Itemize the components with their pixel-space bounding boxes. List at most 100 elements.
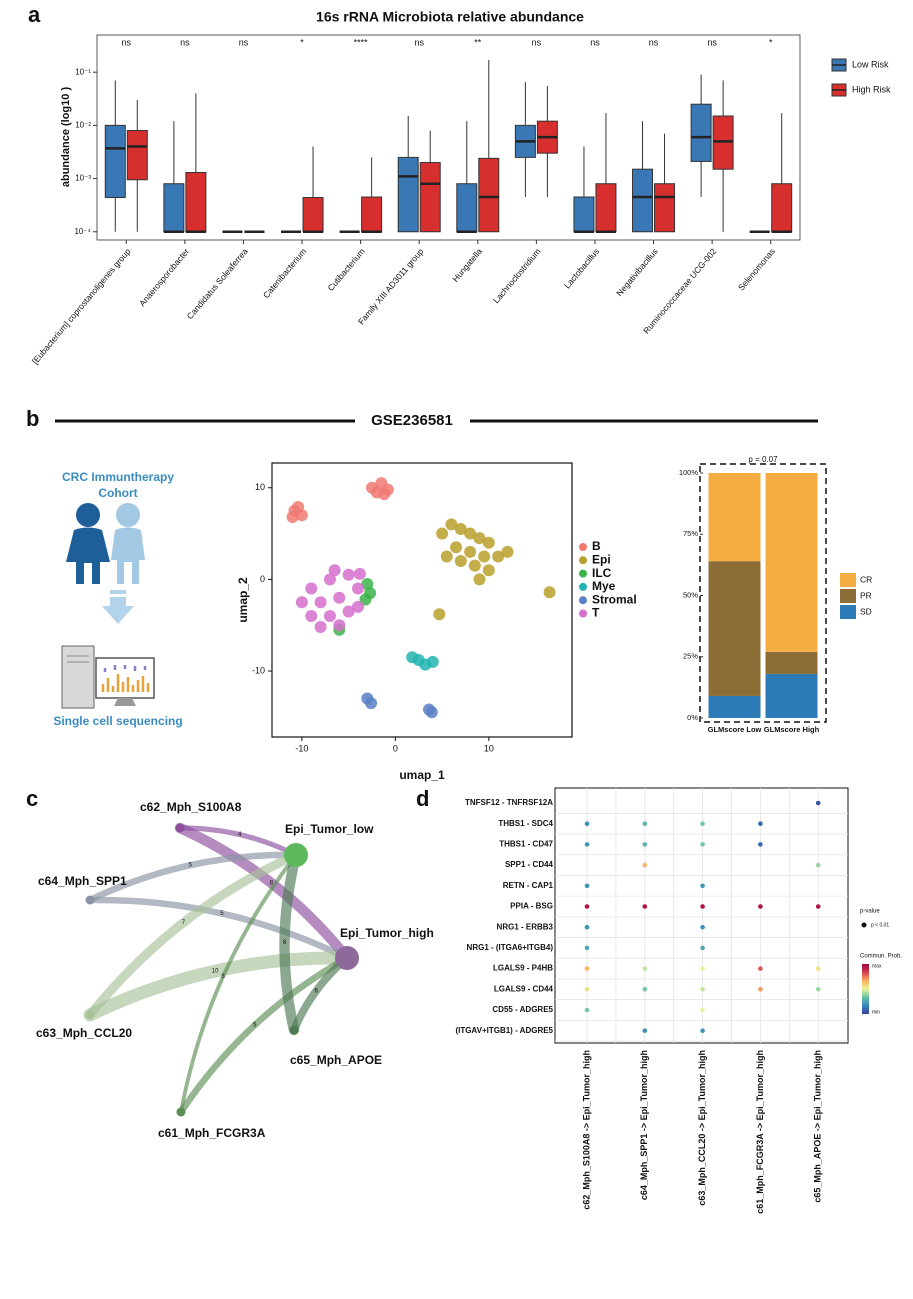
legend-swatch — [840, 589, 856, 603]
y-tick-label: THBS1 - CD47 — [499, 840, 553, 849]
box — [595, 183, 617, 233]
x-tick-label: c65_Mph_APOE -> Epi_Tumor_high — [813, 1050, 823, 1203]
x-tick-label: GLMscore Low — [708, 725, 762, 734]
y-tick-label: TNFSF12 - TNFRSF12A — [465, 798, 553, 807]
dot — [700, 1028, 705, 1033]
dot — [642, 987, 648, 992]
cell-point — [305, 582, 318, 595]
cell-point — [323, 610, 336, 623]
panel-label: d — [416, 786, 429, 811]
y-tick-label: LGALS9 - CD44 — [494, 984, 554, 993]
cell-point — [305, 610, 318, 623]
x-tick-label: 0 — [393, 743, 398, 753]
node — [289, 1025, 299, 1035]
box — [690, 103, 712, 162]
legend-label: T — [592, 606, 600, 620]
node-label: Epi_Tumor_high — [340, 926, 434, 940]
box — [361, 196, 383, 233]
legend-label: Epi — [592, 552, 611, 566]
x-tick-label: -10 — [295, 743, 308, 753]
dot — [642, 904, 648, 909]
bar-segment — [765, 651, 818, 674]
dot — [700, 924, 705, 930]
dot — [700, 842, 705, 847]
legend-swatch — [579, 543, 587, 551]
dot — [700, 1007, 705, 1013]
edge — [279, 849, 302, 1036]
size-legend-dot — [861, 922, 867, 928]
y-tick-label: NRG1 - ERBB3 — [497, 922, 554, 931]
x-tick-label: GLMscore High — [764, 725, 820, 734]
edge — [86, 851, 300, 904]
monitor-stand — [114, 698, 136, 706]
bar-segment — [708, 695, 761, 718]
dashed-box — [699, 463, 827, 723]
cell-point — [333, 591, 346, 604]
x-tick-label: c62_Mph_S100A8 -> Epi_Tumor_high — [581, 1050, 591, 1210]
monitor-bars — [101, 674, 150, 692]
cell-point — [406, 651, 419, 664]
legend-label: Stromal — [592, 592, 637, 606]
y-tick-label: 10⁻³ — [75, 174, 91, 183]
box — [456, 183, 478, 233]
legend-swatch — [579, 609, 587, 618]
legend-label: High Risk — [852, 84, 891, 94]
node — [175, 823, 185, 833]
box — [771, 183, 793, 233]
significance-label: * — [300, 37, 304, 47]
x-axis-label: umap_1 — [399, 768, 445, 782]
cell-point — [365, 697, 378, 710]
edge-label: 10 — [212, 969, 219, 975]
cell-point — [342, 568, 355, 581]
cell-point — [292, 500, 305, 513]
dot — [700, 904, 705, 909]
dot — [700, 966, 705, 971]
edge — [85, 850, 301, 1020]
cell-point — [478, 550, 491, 563]
y-tick-label: 25% — [683, 652, 698, 661]
edge-label: 5 — [220, 911, 224, 917]
cell-point — [501, 545, 514, 558]
dot — [815, 966, 821, 971]
box — [104, 124, 126, 199]
legend-title: p-value — [860, 909, 880, 915]
cell-point — [323, 573, 336, 586]
annotation: p = 0.07 — [748, 455, 778, 464]
cohort-diagram: CRC Immuntherapy Cohort Single cell sequ… — [53, 470, 182, 728]
cell-point — [445, 518, 458, 531]
edge — [174, 822, 353, 964]
cell-point — [361, 577, 374, 590]
box — [573, 196, 595, 233]
cohort-title: Cohort — [98, 486, 137, 500]
y-tick-label: LGALS9 - P4HB — [493, 964, 553, 973]
cell-point — [464, 545, 477, 558]
node — [284, 843, 308, 867]
significance-label: ns — [180, 37, 190, 47]
panel-label: c — [26, 786, 38, 811]
box — [302, 197, 324, 233]
legend-label: CR — [860, 574, 872, 584]
dot — [758, 821, 763, 826]
y-tick-label: NRG1 - (ITGA6+ITGB4) — [467, 943, 554, 952]
chart-title: 16s rRNA Microbiota relative abundance — [316, 9, 584, 25]
dot — [815, 800, 821, 806]
cell-point — [295, 596, 308, 609]
cell-point — [314, 621, 327, 634]
dot — [642, 966, 648, 971]
node-label: Epi_Tumor_low — [285, 822, 374, 836]
bar-segment — [765, 673, 818, 718]
monitor-icon — [95, 657, 155, 699]
y-tick-label: 0 — [260, 574, 265, 584]
arrow — [102, 606, 134, 624]
colorbar-label: max — [872, 963, 882, 969]
x-tick-label: c64_Mph_SPP1 -> Epi_Tumor_high — [639, 1050, 649, 1200]
legend-swatch — [840, 573, 856, 587]
legend-label: B — [592, 539, 601, 553]
y-tick-label: THBS1 - SDC4 — [498, 819, 553, 828]
significance-label: **** — [354, 37, 369, 47]
person-icon — [111, 527, 145, 584]
cell-point — [426, 655, 439, 668]
person-icon — [76, 503, 100, 527]
bar-segment — [708, 473, 761, 562]
